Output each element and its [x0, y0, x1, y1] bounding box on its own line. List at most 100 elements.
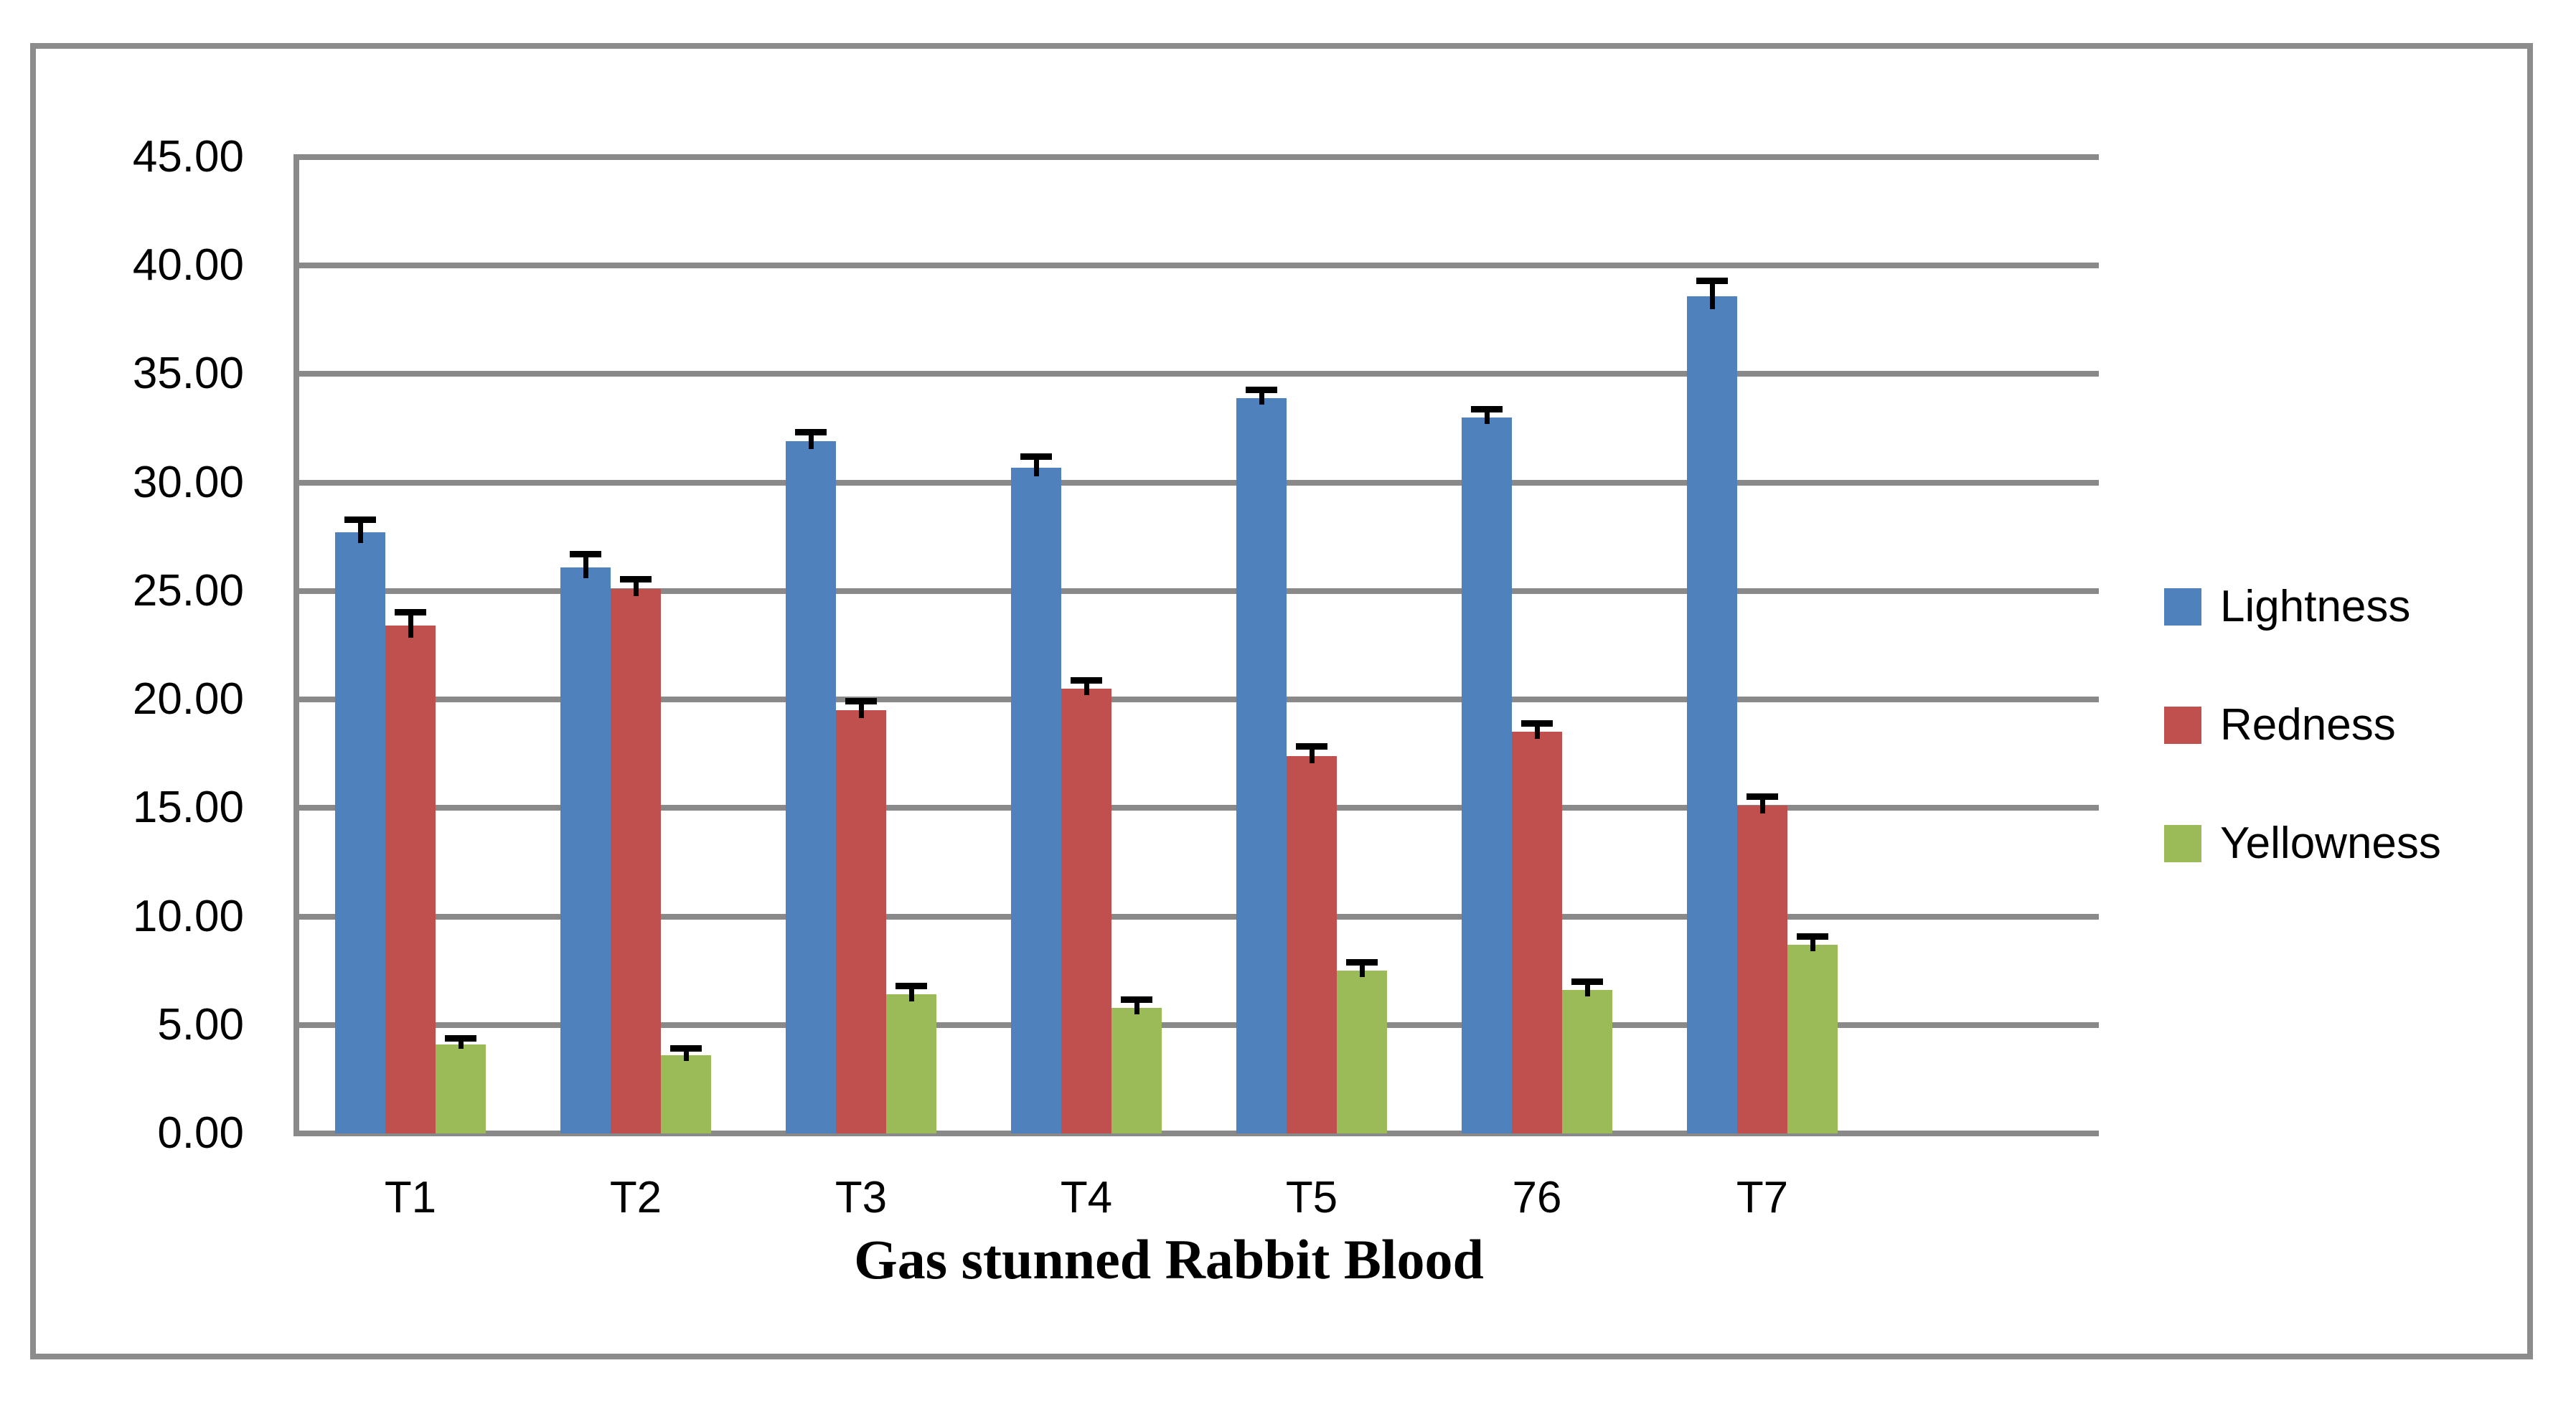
bar-redness-T4 — [1061, 689, 1111, 1133]
x-tick-label-T2: T2 — [609, 1173, 662, 1222]
bar-redness-T7 — [1737, 806, 1787, 1133]
legend-label-yellowness: Yellowness — [2220, 819, 2441, 868]
error-bar-stem-lightness-T2 — [583, 556, 588, 578]
legend-marker-yellowness — [2164, 825, 2201, 862]
x-tick-label-T7: T7 — [1736, 1173, 1789, 1222]
gridline-10 — [299, 913, 2099, 920]
gridline-30 — [299, 479, 2099, 486]
bar-redness-T2 — [611, 588, 661, 1133]
y-tick-label-5.00: 5.00 — [157, 999, 244, 1049]
error-bar-stem-yellowness-T1 — [458, 1039, 464, 1049]
error-bar-cap-redness-T3 — [845, 697, 877, 704]
gridline-45 — [299, 154, 2099, 160]
bar-lightness-T5 — [1236, 397, 1287, 1133]
error-bar-cap-redness-T7 — [1747, 793, 1778, 800]
error-bar-stem-redness-T2 — [633, 581, 639, 597]
error-bar-stem-redness-T3 — [858, 702, 864, 718]
gridline-15 — [299, 805, 2099, 811]
bar-redness-T3 — [836, 710, 886, 1133]
y-axis-line — [293, 154, 299, 1136]
y-tick-label-25.00: 25.00 — [132, 565, 244, 615]
error-bar-cap-redness-T5 — [1296, 743, 1327, 750]
bar-yellowness-76 — [1562, 990, 1612, 1133]
error-bar-cap-lightness-T1 — [344, 516, 376, 524]
y-tick-label-45.00: 45.00 — [132, 132, 244, 181]
error-bar-cap-lightness-76 — [1471, 405, 1503, 412]
error-bar-stem-yellowness-T4 — [1134, 1001, 1139, 1014]
gridline-40 — [299, 263, 2099, 269]
y-tick-label-15.00: 15.00 — [132, 783, 244, 833]
x-tick-label-T3: T3 — [835, 1173, 888, 1222]
error-bar-cap-yellowness-T3 — [896, 983, 927, 990]
error-bar-stem-redness-T1 — [408, 613, 413, 638]
x-tick-label-T4: T4 — [1060, 1173, 1113, 1222]
error-bar-stem-lightness-T4 — [1033, 458, 1039, 476]
bar-lightness-T1 — [335, 532, 385, 1133]
error-bar-stem-redness-T5 — [1309, 748, 1315, 764]
error-bar-cap-redness-T1 — [395, 608, 426, 615]
error-bar-cap-yellowness-T5 — [1346, 959, 1378, 966]
error-bar-stem-redness-76 — [1534, 725, 1540, 739]
chart-figure-border: 0.00 5.00 10.00 15.00 20.00 25.00 30.00 35.00 40… — [30, 43, 2533, 1359]
error-bar-stem-lightness-T5 — [1259, 391, 1264, 405]
bar-lightness-T4 — [1011, 467, 1061, 1133]
error-bar-cap-redness-T4 — [1071, 676, 1102, 684]
error-bar-stem-lightness-T3 — [808, 433, 814, 449]
x-tick-label-T1: T1 — [384, 1173, 437, 1222]
bar-yellowness-T5 — [1337, 971, 1387, 1133]
bar-yellowness-T7 — [1787, 944, 1838, 1133]
error-bar-stem-lightness-76 — [1484, 410, 1490, 424]
bar-redness-T5 — [1287, 755, 1337, 1133]
error-bar-stem-redness-T7 — [1759, 798, 1765, 813]
error-bar-stem-yellowness-T2 — [683, 1049, 689, 1061]
y-tick-label-40.00: 40.00 — [132, 240, 244, 291]
error-bar-stem-lightness-T7 — [1709, 283, 1715, 309]
y-tick-label-30.00: 30.00 — [132, 457, 244, 507]
error-bar-cap-lightness-T3 — [795, 428, 827, 435]
gridline-20 — [299, 697, 2099, 703]
y-tick-label-20.00: 20.00 — [132, 674, 244, 725]
error-bar-cap-yellowness-T4 — [1121, 996, 1152, 1003]
bar-redness-76 — [1512, 732, 1562, 1133]
error-bar-cap-lightness-T4 — [1020, 453, 1052, 461]
error-bar-stem-yellowness-T3 — [908, 988, 914, 1001]
bar-lightness-T2 — [560, 567, 611, 1133]
error-bar-cap-yellowness-T2 — [670, 1044, 702, 1052]
gridline-25 — [299, 588, 2099, 594]
error-bar-cap-redness-T2 — [620, 576, 652, 583]
bar-lightness-76 — [1462, 417, 1512, 1133]
y-tick-label-10.00: 10.00 — [132, 891, 244, 941]
bar-lightness-T3 — [786, 441, 836, 1133]
legend-item-lightness: Lightness — [2164, 584, 2494, 630]
error-bar-cap-lightness-T5 — [1246, 386, 1277, 393]
bar-yellowness-T3 — [886, 994, 936, 1133]
x-axis-line — [299, 1131, 2099, 1136]
bar-lightness-T7 — [1687, 296, 1737, 1133]
legend-marker-lightness — [2164, 588, 2201, 626]
x-tick-label-T5: T5 — [1285, 1173, 1338, 1222]
gridline-5 — [299, 1022, 2099, 1028]
y-tick-label-35.00: 35.00 — [132, 349, 244, 399]
bar-yellowness-T4 — [1111, 1007, 1162, 1133]
bar-yellowness-T1 — [436, 1044, 486, 1133]
x-axis-title: Gas stunned Rabbit Blood — [854, 1228, 1484, 1291]
error-bar-cap-yellowness-76 — [1571, 978, 1603, 986]
plot-area — [293, 154, 2099, 1136]
error-bar-cap-yellowness-T1 — [445, 1034, 476, 1042]
legend-label-lightness: Lightness — [2220, 582, 2411, 631]
error-bar-cap-yellowness-T7 — [1797, 933, 1828, 940]
legend-item-redness: Redness — [2164, 702, 2494, 748]
y-tick-label-0.00: 0.00 — [157, 1108, 244, 1158]
error-bar-stem-yellowness-T5 — [1359, 964, 1365, 978]
legend-label-redness: Redness — [2220, 700, 2396, 750]
bar-redness-T1 — [385, 626, 436, 1133]
bar-yellowness-T2 — [661, 1055, 711, 1133]
error-bar-stem-yellowness-T7 — [1810, 938, 1815, 951]
x-tick-label-76: 76 — [1512, 1173, 1562, 1222]
error-bar-cap-lightness-T2 — [570, 551, 601, 558]
error-bar-stem-lightness-T1 — [357, 522, 363, 544]
error-bar-stem-yellowness-76 — [1584, 983, 1590, 997]
gridline-35 — [299, 371, 2099, 377]
error-bar-cap-lightness-T7 — [1696, 278, 1728, 285]
